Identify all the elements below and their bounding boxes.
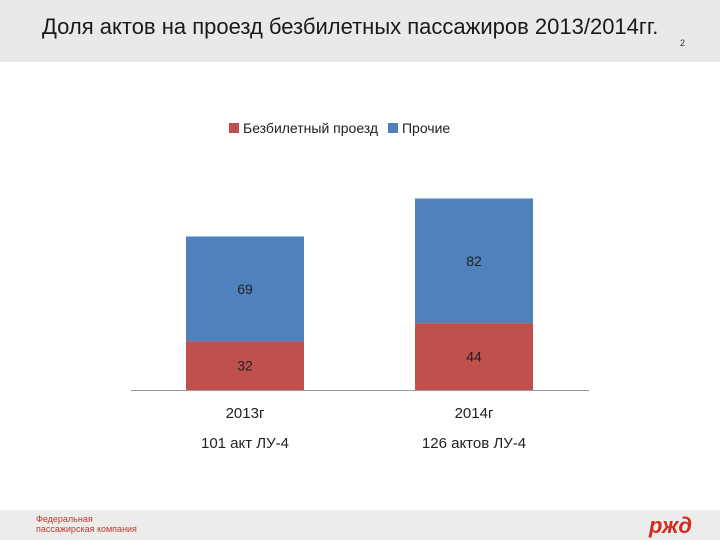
company-line-2: пассажирская компания	[36, 524, 137, 534]
data-label-ticketless-2014г: 44	[466, 349, 482, 365]
bar-segment-other-2014г	[415, 198, 533, 324]
legend-label-ticketless: Безбилетный проезд	[243, 120, 379, 136]
slide-number: 2	[680, 38, 686, 48]
category-sublabel-2014г: 126 актов ЛУ-4	[422, 435, 526, 452]
bar-segment-ticketless-2013г	[186, 341, 304, 390]
category-label-2014г: 2014г	[455, 405, 494, 422]
category-label-2013г: 2013г	[226, 405, 265, 422]
rzd-logo-text: РЖД	[648, 513, 692, 538]
data-label-other-2014г: 82	[466, 253, 482, 269]
slide-title: Доля актов на проезд безбилетных пассажи…	[42, 14, 659, 39]
rzd-logo: РЖД	[648, 513, 692, 538]
legend-swatch-ticketless	[229, 123, 239, 133]
footer-band	[0, 510, 720, 540]
legend-label-other: Прочие	[401, 120, 451, 136]
header-band	[0, 0, 720, 62]
category-sublabel-2013г: 101 акт ЛУ-4	[201, 435, 289, 452]
legend-item-other: Прочие	[387, 120, 451, 136]
company-line-1: Федеральная	[36, 514, 93, 524]
company-name: Федеральная пассажирская компания	[36, 514, 137, 534]
chart-legend: Безбилетный проезд Прочие	[229, 120, 456, 136]
legend-swatch-other	[387, 123, 398, 133]
data-label-other-2013г: 69	[237, 281, 253, 297]
data-label-ticketless-2013г: 32	[237, 358, 253, 374]
bar-segment-ticketless-2014г	[415, 323, 533, 390]
legend-item-ticketless: Безбилетный проезд	[229, 120, 378, 136]
bar-segment-other-2013г	[186, 236, 304, 342]
